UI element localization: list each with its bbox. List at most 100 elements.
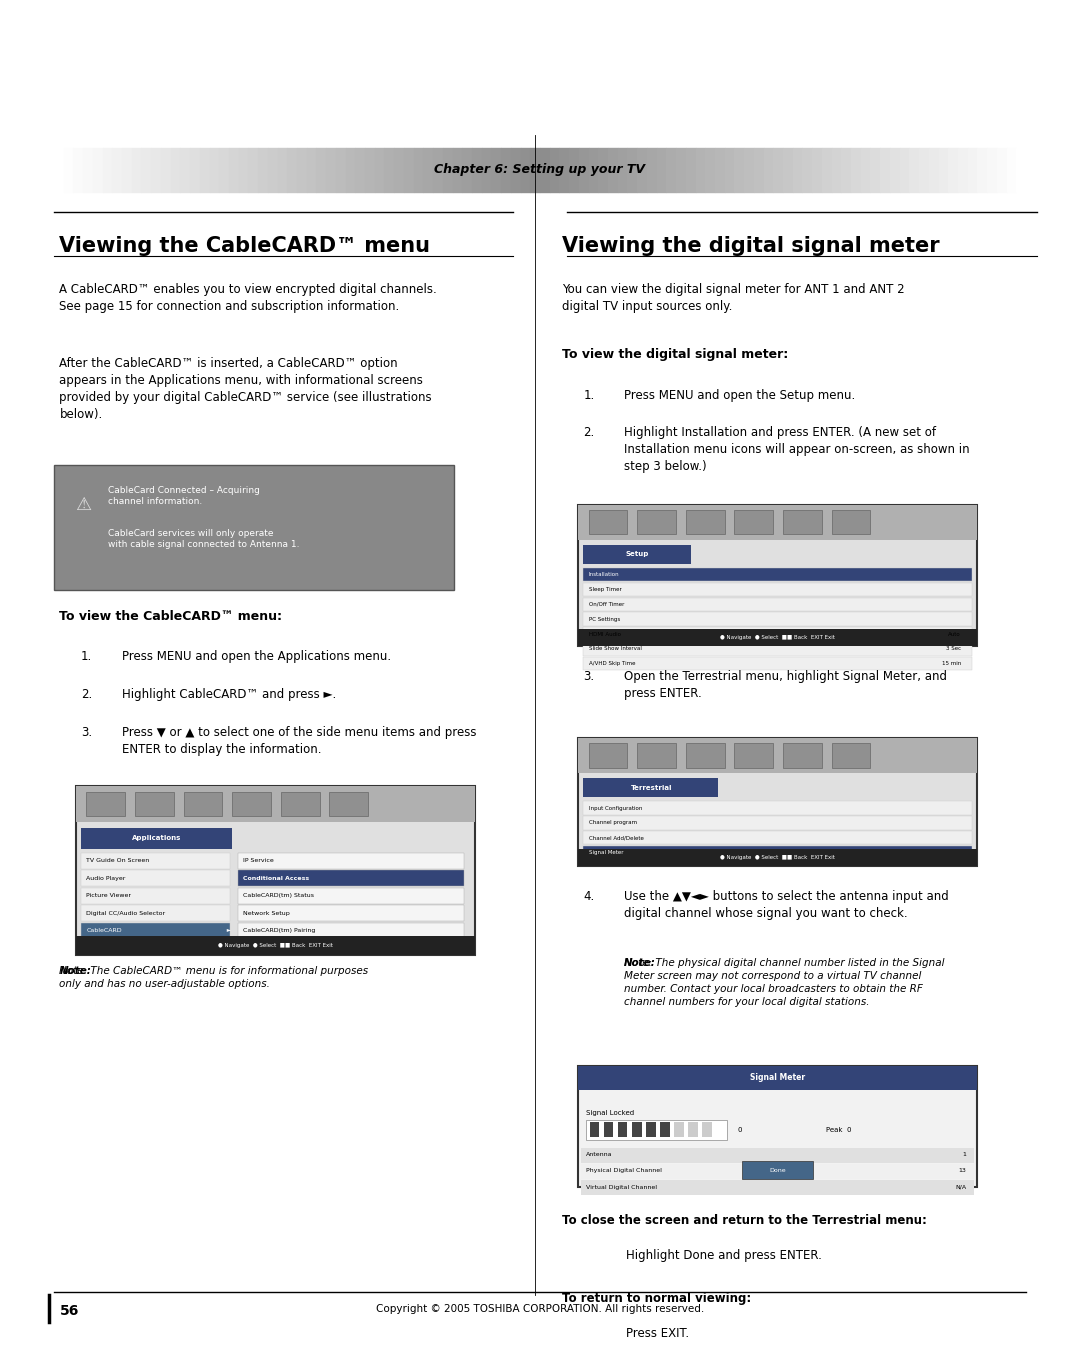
Bar <box>919 148 929 192</box>
Text: Setup: Setup <box>625 552 649 557</box>
Bar <box>783 743 822 768</box>
Bar <box>851 148 861 192</box>
Bar <box>414 148 423 192</box>
Bar <box>112 148 122 192</box>
Bar <box>705 148 715 192</box>
Text: CableCard services will only operate
with cable signal connected to Antenna 1.: CableCard services will only operate wit… <box>108 529 299 549</box>
Bar <box>657 148 666 192</box>
Text: 2.: 2. <box>81 688 92 701</box>
Text: ● Navigate  ● Select  ■■ Back  EXIT Exit: ● Navigate ● Select ■■ Back EXIT Exit <box>218 943 333 948</box>
Bar <box>375 148 384 192</box>
Bar <box>686 148 696 192</box>
Bar <box>583 627 972 641</box>
Text: Press EXIT.: Press EXIT. <box>626 1327 689 1341</box>
Text: 2.: 2. <box>583 426 594 440</box>
Bar <box>660 1122 670 1137</box>
Bar <box>581 1180 974 1195</box>
Text: Signal Meter: Signal Meter <box>750 1074 806 1082</box>
Bar <box>802 148 812 192</box>
Bar <box>958 148 968 192</box>
Bar <box>632 1122 642 1137</box>
Bar <box>793 148 802 192</box>
Text: Digital CC/Audio Selector: Digital CC/Audio Selector <box>86 911 165 916</box>
Bar <box>583 583 972 596</box>
Text: Note: The physical digital channel number listed in the Signal
Meter screen may : Note: The physical digital channel numbe… <box>624 958 945 1008</box>
Bar <box>589 743 627 768</box>
Text: Slide Show Interval: Slide Show Interval <box>589 646 642 652</box>
Text: Highlight CableCARD™ and press ►.: Highlight CableCARD™ and press ►. <box>122 688 336 701</box>
Bar <box>462 148 472 192</box>
Bar <box>870 148 880 192</box>
Bar <box>734 148 744 192</box>
Bar <box>93 148 103 192</box>
Bar <box>559 148 569 192</box>
Bar <box>501 148 511 192</box>
Text: Sleep Timer: Sleep Timer <box>589 587 621 592</box>
Bar <box>583 831 972 844</box>
Bar <box>433 148 443 192</box>
Bar <box>688 1122 698 1137</box>
Bar <box>754 148 764 192</box>
Text: To close the screen and return to the Terrestrial menu:: To close the screen and return to the Te… <box>562 1214 927 1228</box>
Bar <box>734 743 773 768</box>
Bar <box>355 148 365 192</box>
Bar <box>307 148 316 192</box>
Bar <box>686 743 725 768</box>
Bar <box>83 148 93 192</box>
Bar <box>686 510 725 534</box>
Bar <box>604 1122 613 1137</box>
Bar <box>336 148 346 192</box>
Bar <box>948 148 958 192</box>
Bar <box>54 148 64 192</box>
Bar <box>278 148 287 192</box>
Text: Channel program: Channel program <box>589 820 637 826</box>
Text: 1: 1 <box>962 1152 967 1157</box>
Bar <box>281 792 320 816</box>
Bar <box>132 148 141 192</box>
Bar <box>637 510 676 534</box>
Bar <box>581 1148 974 1163</box>
Bar <box>297 148 307 192</box>
Bar <box>968 148 977 192</box>
Text: Note: The CableCARD™ menu is for informational purposes
only and has no user-adj: Note: The CableCARD™ menu is for informa… <box>59 966 368 989</box>
Bar <box>880 148 890 192</box>
Bar <box>443 148 453 192</box>
FancyBboxPatch shape <box>54 465 454 590</box>
Bar <box>742 1161 813 1179</box>
Bar <box>589 510 627 534</box>
Text: Physical Digital Channel: Physical Digital Channel <box>586 1168 662 1174</box>
Bar <box>832 743 870 768</box>
Text: CableCard Connected – Acquiring
channel information.: CableCard Connected – Acquiring channel … <box>108 486 260 506</box>
Text: On/Off Timer: On/Off Timer <box>589 602 624 607</box>
Bar <box>997 148 1007 192</box>
Text: Highlight Installation and press ENTER. (A new set of
Installation menu icons wi: Highlight Installation and press ENTER. … <box>624 426 970 473</box>
Bar <box>103 148 112 192</box>
Bar <box>583 612 972 626</box>
Bar <box>734 510 773 534</box>
Bar <box>841 148 851 192</box>
Bar <box>238 888 464 904</box>
Bar <box>238 905 464 921</box>
Text: 15 min: 15 min <box>942 661 961 666</box>
Text: Note:: Note: <box>624 958 657 967</box>
Bar <box>141 148 151 192</box>
Bar <box>618 148 627 192</box>
Text: 3.: 3. <box>81 726 92 739</box>
Bar <box>81 905 230 921</box>
Text: 1.: 1. <box>81 650 92 664</box>
Bar <box>608 148 618 192</box>
Text: CableCARD: CableCARD <box>86 928 122 934</box>
Bar <box>646 1122 656 1137</box>
Text: ⚠: ⚠ <box>76 496 91 514</box>
Bar <box>861 148 870 192</box>
Bar <box>384 148 394 192</box>
Text: HDMI Audio: HDMI Audio <box>589 631 621 637</box>
Bar <box>219 148 229 192</box>
Bar <box>589 148 598 192</box>
Bar <box>890 148 900 192</box>
Bar <box>578 1066 977 1187</box>
Text: ● Navigate  ● Select  ■■ Back  EXIT Exit: ● Navigate ● Select ■■ Back EXIT Exit <box>720 855 835 859</box>
Text: Press MENU and open the Setup menu.: Press MENU and open the Setup menu. <box>624 389 855 402</box>
Bar <box>268 148 278 192</box>
Bar <box>929 148 939 192</box>
